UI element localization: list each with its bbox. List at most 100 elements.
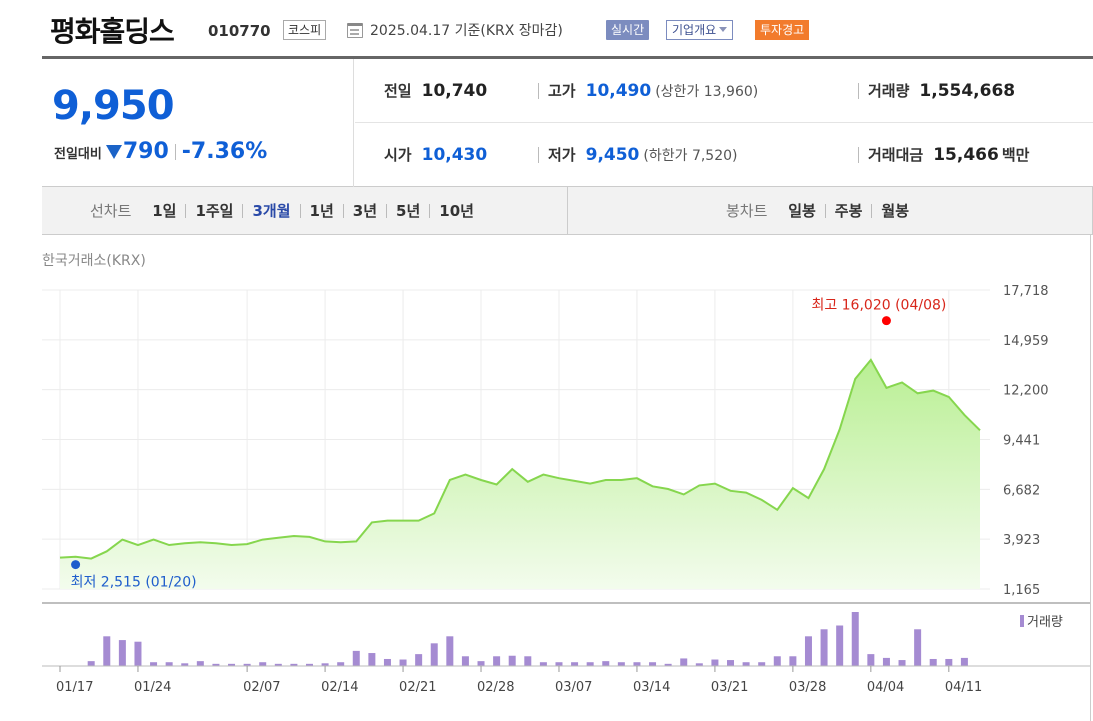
x-tick-label: 01/17 [56,680,93,695]
volume-bar [804,636,812,666]
volume-bar [259,662,267,666]
volume-bar [898,660,906,666]
candle-period-tab-2[interactable]: 월봉 [881,202,910,220]
company-overview-label: 기업개요 [672,23,717,37]
lower-limit: (하한가 7,520) [643,148,738,164]
volume-bar [742,662,750,666]
volume-bar [820,629,828,666]
quote-row-1: 전일 10,740 고가 10,490 (상한가 13,960) 거래량 1,554,6… [355,59,1093,123]
volume-label: 거래량 [868,82,910,100]
line-chart-periods: 선차트 1일 1주일 3개월 1년 3년 5년 10년 [90,187,474,235]
volume-bar [352,650,360,666]
low-price: 저가 9,450 (하한가 7,520) [548,123,737,187]
volume-bar [228,663,236,666]
line-period-tab-3[interactable]: 1년 [309,202,334,220]
current-price-block: 9,950 전일대비 790 -7.36% [42,59,354,187]
divider [538,147,539,163]
x-tick-label: 04/11 [945,680,982,695]
volume-bar [212,663,220,666]
volume-bar [960,657,968,666]
volume-bar [882,657,890,666]
volume-bar [368,653,376,666]
candle-period-tab-0[interactable]: 일봉 [788,202,816,220]
y-tick-label: 17,718 [1003,284,1049,299]
volume-bar [321,663,329,666]
change-amount: 790 [122,139,169,164]
line-period-tab-5[interactable]: 5년 [396,202,421,220]
volume-bar [399,659,407,666]
line-period-tab-0[interactable]: 1일 [152,202,177,220]
volume-bar [524,656,532,666]
max-label: 최고 16,020 (04/08) [811,298,946,314]
x-tick-label: 03/14 [633,680,670,695]
volume-bar [539,662,547,666]
price-line [59,358,981,560]
investment-warning-badge[interactable]: 투자경고 [755,20,810,40]
market-badge: 코스피 [283,20,327,40]
price-area [60,359,980,589]
company-overview-dropdown[interactable]: 기업개요 [666,20,734,40]
divider [858,83,859,99]
divider [858,147,859,163]
divider [386,204,388,218]
candle-chart-periods: 봉차트 일봉 주봉 월봉 [726,187,909,235]
quote-row-2: 시가 10,430 저가 9,450 (하한가 7,520) 거래대금 15,466 백만 [355,123,1093,187]
down-triangle-icon [105,145,122,159]
volume-bar [290,663,298,666]
line-period-tab-2[interactable]: 3개월 [252,202,291,220]
volume-bar [633,662,641,666]
price-change: 전일대비 790 -7.36% [54,139,267,164]
volume-bar [87,661,95,666]
divider [824,204,826,218]
divider [342,204,344,218]
volume-bar [274,663,282,666]
candle-period-tab-1[interactable]: 주봉 [834,202,863,220]
x-tick-label: 02/07 [243,680,280,695]
volume-bar [602,661,610,666]
chart-source: 한국거래소(KRX) [42,253,146,269]
x-tick-label: 03/21 [711,680,748,695]
date-info: 2025.04.17 기준(KRX 장마감) [370,23,563,39]
divider [429,204,431,218]
x-tick-label: 02/21 [399,680,436,695]
calendar-icon [347,23,363,38]
volume-bar [165,662,173,666]
volume-bar [461,656,469,666]
y-tick-label: 12,200 [1003,384,1049,399]
high-price: 고가 10,490 (상한가 13,960) [548,59,758,123]
volume-bar [555,662,563,666]
trade-amount: 거래대금 15,466 백만 [868,123,1029,187]
upper-limit: (상한가 13,960) [655,84,759,100]
volume-bar [945,658,953,666]
min-point [71,560,81,570]
y-tick-label: 6,682 [1003,483,1040,498]
volume-bar [243,663,251,666]
volume-legend-swatch [1020,615,1024,627]
volume-bar [586,662,594,666]
x-tick-label: 04/04 [867,680,904,695]
quote-panel: 9,950 전일대비 790 -7.36% 전일 10,740 고가 10,490 (상한… [42,56,1093,187]
x-tick-label: 02/14 [321,680,358,695]
min-label: 최저 2,515 (01/20) [71,575,197,591]
volume-bar [477,661,485,666]
volume-bar [134,641,142,666]
low-value: 9,450 [585,145,640,165]
divider [185,204,187,218]
low-label: 저가 [548,146,576,164]
volume-bar [430,643,438,666]
volume-bar [337,662,345,666]
candle-chart-label: 봉차트 [726,202,768,220]
open-price: 시가 10,430 [384,123,487,187]
volume-bar [150,662,158,666]
price-chart: 17,718 14,959 12,200 9,441 6,682 3,923 1,165 최고… [42,284,1090,695]
volume-bar [181,663,189,666]
x-tick-label: 01/24 [134,680,171,695]
line-period-tab-1[interactable]: 1주일 [195,202,234,220]
realtime-button[interactable]: 실시간 [606,20,650,40]
volume-bar [103,636,111,666]
volume-bar [914,629,922,666]
volume-bar [929,658,937,666]
y-tick-label: 9,441 [1003,434,1040,449]
line-period-tab-6[interactable]: 10년 [439,202,474,220]
line-period-tab-4[interactable]: 3년 [352,202,378,220]
